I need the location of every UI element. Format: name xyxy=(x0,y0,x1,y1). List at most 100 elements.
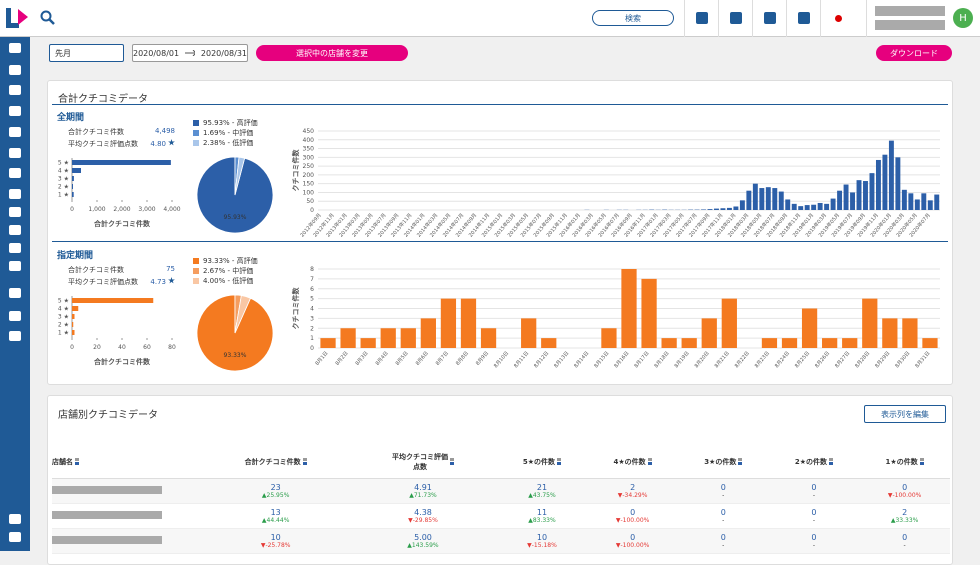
cell: 0- xyxy=(769,528,860,553)
language-select[interactable] xyxy=(820,0,866,37)
cell-value: 0 xyxy=(587,533,678,542)
bar xyxy=(798,206,803,210)
x-tick-label: 8月19日 xyxy=(674,350,691,369)
sort-icon[interactable] xyxy=(75,458,79,465)
period-select[interactable]: 先月 xyxy=(49,44,124,62)
search-icon[interactable] xyxy=(40,10,56,26)
y-tick-label: 300 xyxy=(303,154,315,161)
bar xyxy=(837,191,842,210)
bar xyxy=(421,318,436,348)
store-name xyxy=(52,478,202,503)
bar xyxy=(72,306,78,311)
bar xyxy=(72,330,75,335)
cell-value: 0 xyxy=(769,483,860,492)
top-bar: 検索 H xyxy=(0,0,980,37)
bar xyxy=(702,318,717,348)
store-icon[interactable] xyxy=(752,0,786,37)
bar xyxy=(753,184,758,210)
y-tick-label: 4 ★ xyxy=(58,306,69,313)
bar xyxy=(902,318,917,348)
stat-number: 4.73 xyxy=(150,278,166,286)
star-icon xyxy=(168,277,175,284)
cell-value: 23 xyxy=(202,483,349,492)
bar xyxy=(601,328,616,348)
y-tick-label: 3 ★ xyxy=(58,314,69,321)
dashboard-icon[interactable] xyxy=(786,0,820,37)
x-tick-label: 8月26日 xyxy=(814,350,831,369)
sort-icon[interactable] xyxy=(557,458,561,465)
download-button[interactable]: ダウンロード xyxy=(876,45,952,61)
cell: 1183.33% xyxy=(497,503,588,528)
edit-columns-button[interactable]: 表示列を編集 xyxy=(864,405,946,423)
stat-label: 平均クチコミ評価点数 xyxy=(68,277,138,287)
bar xyxy=(733,206,738,210)
sort-icon[interactable] xyxy=(738,458,742,465)
bar xyxy=(818,203,823,210)
x-tick-label: 8月27日 xyxy=(834,350,851,369)
history-icon[interactable] xyxy=(718,0,752,37)
x-tick-label: 8月1日 xyxy=(314,350,329,366)
cell-change: -100.00% xyxy=(587,517,678,524)
legend-swatch xyxy=(193,268,199,274)
bar xyxy=(701,209,706,210)
cell-change: 33.33% xyxy=(859,517,950,524)
cell-value: 0 xyxy=(678,508,769,517)
bar xyxy=(857,180,862,210)
x-tick-label: 8月7日 xyxy=(435,350,450,366)
cell-change: - xyxy=(678,542,769,549)
user-menu[interactable]: H xyxy=(866,0,980,37)
bar xyxy=(876,160,881,210)
x-tick-label: 8月11日 xyxy=(513,350,530,369)
x-tick-label: 8月29日 xyxy=(874,350,891,369)
x-tick-label: 20 xyxy=(93,344,101,351)
cell: 5.00143.59% xyxy=(349,528,496,553)
cell-change: -34.29% xyxy=(587,492,678,499)
sort-icon[interactable] xyxy=(920,458,924,465)
column-title: 5★の件数 xyxy=(523,457,555,467)
cell: 0- xyxy=(678,503,769,528)
y-tick-label: 7 xyxy=(310,276,314,283)
y-tick-label: 2 xyxy=(310,325,314,332)
sort-icon[interactable] xyxy=(303,458,307,465)
bar xyxy=(870,173,875,210)
cell: 10-15.18% xyxy=(497,528,588,553)
bar xyxy=(441,299,456,348)
change-store-button[interactable]: 選択中の店舗を変更 xyxy=(256,45,408,61)
cell: 0- xyxy=(859,528,950,553)
x-tick-label: 8月6日 xyxy=(415,350,430,366)
section-label: 全期間 xyxy=(57,110,84,123)
sort-icon[interactable] xyxy=(648,458,652,465)
x-tick-label: 2,000 xyxy=(113,206,130,213)
sort-icon[interactable] xyxy=(829,458,833,465)
bar xyxy=(401,328,416,348)
cell: 1344.44% xyxy=(202,503,349,528)
y-tick-label: 150 xyxy=(303,181,315,188)
sort-icon[interactable] xyxy=(450,458,454,465)
cell-value: 4.91 xyxy=(349,483,496,492)
y-tick-label: 4 ★ xyxy=(58,168,69,175)
redacted-name xyxy=(52,486,162,494)
cell-change: 71.73% xyxy=(349,492,496,499)
y-tick-label: 0 xyxy=(310,207,314,214)
legend-label: 4.00% - 低評価 xyxy=(203,276,253,286)
search-button[interactable]: 検索 xyxy=(592,10,674,26)
favorite-icon[interactable] xyxy=(684,0,718,37)
bar xyxy=(928,200,933,210)
y-tick-label: 5 ★ xyxy=(58,298,69,305)
column-title: 合計クチコミ件数 xyxy=(245,457,301,467)
cell-change: - xyxy=(769,517,860,524)
bar xyxy=(782,338,797,348)
y-tick-label: 2 ★ xyxy=(58,184,69,191)
legend-label: 93.33% - 高評価 xyxy=(203,256,258,266)
column-header: 5★の件数 xyxy=(497,446,588,478)
cell-change: - xyxy=(859,542,950,549)
bar xyxy=(844,185,849,210)
bar xyxy=(72,322,73,327)
cell-change: - xyxy=(678,492,769,499)
table-row: 1344.44%4.38-29.85%1183.33%0-100.00%0-0-… xyxy=(52,503,950,528)
bar xyxy=(805,205,810,210)
x-tick-label: 8月15日 xyxy=(593,350,610,369)
